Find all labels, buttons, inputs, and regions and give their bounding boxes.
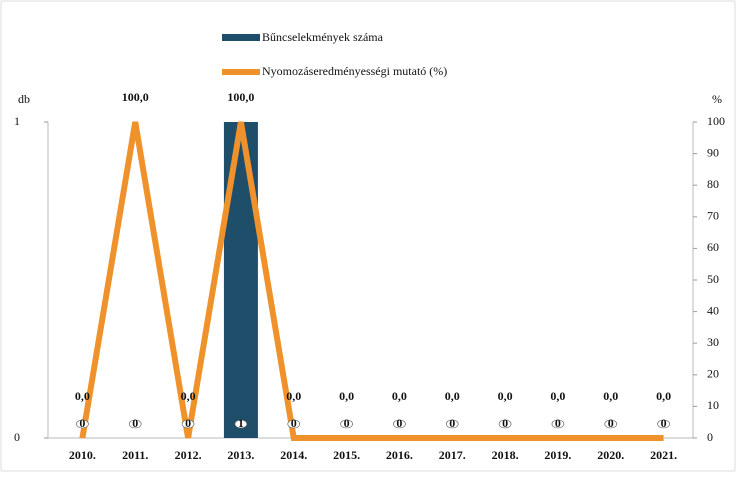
bar-value-label: 0	[661, 416, 667, 430]
y2-tick-label: 80	[707, 177, 719, 191]
bar-value-label: 0	[291, 416, 297, 430]
x-tick-label: 2016.	[386, 448, 413, 462]
x-tick-label: 2013.	[227, 448, 254, 462]
line-value-label: 0,0	[445, 389, 460, 403]
line-value-label: 0,0	[75, 389, 90, 403]
line-value-label: 0,0	[656, 389, 671, 403]
bar-label-bg	[234, 419, 248, 429]
x-tick-label: 2012.	[175, 448, 202, 462]
bar-label-bg	[657, 419, 670, 429]
line-value-label: 0,0	[550, 389, 565, 403]
x-tick-label: 2019.	[544, 448, 571, 462]
y-tick-label: 1	[14, 114, 20, 128]
bar-label-bg	[76, 419, 89, 429]
bar-value-label: 0	[396, 416, 402, 430]
y2-tick-label: 30	[707, 335, 719, 349]
x-tick-label: 2021.	[650, 448, 677, 462]
bar-label-bg	[498, 419, 512, 429]
y2-tick-label: 20	[707, 367, 719, 381]
bar-value-label: 0	[555, 416, 561, 430]
x-tick-label: 2014.	[280, 448, 307, 462]
x-tick-label: 2020.	[597, 448, 624, 462]
y-axis-label: db	[18, 92, 30, 106]
line-value-label: 0,0	[181, 389, 196, 403]
y2-tick-label: 100	[707, 114, 725, 128]
y2-tick-label: 40	[707, 303, 719, 317]
x-tick-label: 2010.	[69, 448, 96, 462]
legend-label: Nyomozáseredményességi mutató (%)	[262, 64, 447, 78]
y2-tick-label: 70	[707, 209, 719, 223]
legend-label: Bűncselekmények száma	[262, 30, 384, 44]
line-value-label: 100,0	[122, 90, 149, 104]
y2-tick-label: 10	[707, 398, 719, 412]
bar-label-bg	[445, 419, 459, 429]
bar-label-bg	[181, 419, 195, 429]
y2-tick-label: 0	[707, 430, 713, 444]
bar-value-label: 0	[185, 416, 191, 430]
x-tick-label: 2017.	[439, 448, 466, 462]
legend-swatch	[222, 34, 260, 41]
bar-label-bg	[393, 419, 406, 429]
line-value-label: 100,0	[227, 90, 254, 104]
line-value-label: 0,0	[392, 389, 407, 403]
bar-label-bg	[287, 419, 301, 429]
line-value-label: 0,0	[603, 389, 618, 403]
bar-value-label: 0	[449, 416, 455, 430]
bar-value-label: 0	[344, 416, 350, 430]
bar	[223, 122, 258, 438]
line-value-label: 0,0	[286, 389, 301, 403]
bar-label-bg	[128, 419, 142, 429]
y2-axis-label: %	[712, 92, 722, 106]
y2-tick-label: 50	[707, 272, 719, 286]
bar-value-label: 0	[132, 416, 138, 430]
bar-value-label: 1	[238, 416, 244, 430]
y2-tick-label: 60	[707, 240, 719, 254]
bar-label-bg	[340, 419, 353, 429]
line-value-label: 0,0	[339, 389, 354, 403]
y2-tick-label: 90	[707, 145, 719, 159]
line	[79, 121, 664, 441]
bar-value-label: 0	[79, 416, 85, 430]
bar-value-label: 0	[502, 416, 508, 430]
x-tick-label: 2011.	[122, 448, 148, 462]
x-tick-label: 2018.	[492, 448, 519, 462]
bar-value-label: 0	[608, 416, 614, 430]
x-tick-label: 2015.	[333, 448, 360, 462]
bar-label-bg	[604, 419, 618, 429]
bar-label-bg	[551, 419, 565, 429]
line-value-label: 0,0	[498, 389, 513, 403]
y-tick-label: 0	[14, 430, 20, 444]
